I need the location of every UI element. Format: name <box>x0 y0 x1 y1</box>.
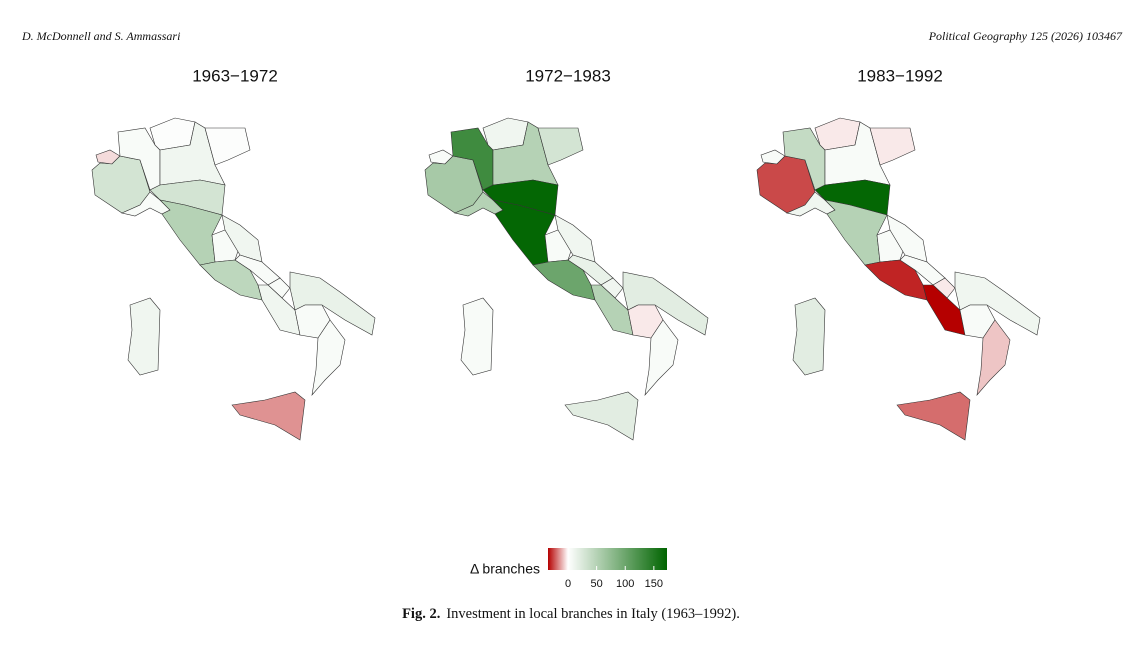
caption: Fig. 2. Investment in local branches in I… <box>402 606 740 622</box>
region <box>311 319 346 396</box>
legend-title: Δ branches <box>470 561 540 577</box>
legend-tick-label: 100 <box>616 578 634 590</box>
caption-text: Investment in local branches in Italy (1… <box>446 606 740 622</box>
region <box>159 199 223 266</box>
panel-title: 1963−1972 <box>192 66 278 85</box>
maps: 1963−1972 1972−1983 1983−1992 <box>91 66 1041 441</box>
region <box>976 319 1011 396</box>
header-left: D. McDonnell and S. Ammassari <box>21 29 180 43</box>
legend-tick-label: 0 <box>565 578 571 590</box>
region <box>869 127 916 166</box>
region <box>537 127 584 166</box>
panel-title: 1972−1983 <box>525 66 611 85</box>
caption-label: Fig. 2. <box>402 606 440 622</box>
region <box>492 199 556 266</box>
region <box>460 297 494 376</box>
region <box>896 391 971 441</box>
region <box>824 199 888 266</box>
header-right: Political Geography 125 (2026) 103467 <box>928 29 1123 43</box>
legend-tick-label: 150 <box>645 578 663 590</box>
region <box>792 297 826 376</box>
region <box>127 297 161 376</box>
region <box>644 319 679 396</box>
panel-title: 1983−1992 <box>857 66 943 85</box>
region <box>204 127 251 166</box>
region <box>564 391 639 441</box>
legend-tick-label: 50 <box>591 578 603 590</box>
legend: Δ branches 0 50 100 150 <box>470 548 667 590</box>
legend-colorbar <box>548 548 667 570</box>
region <box>231 391 306 441</box>
